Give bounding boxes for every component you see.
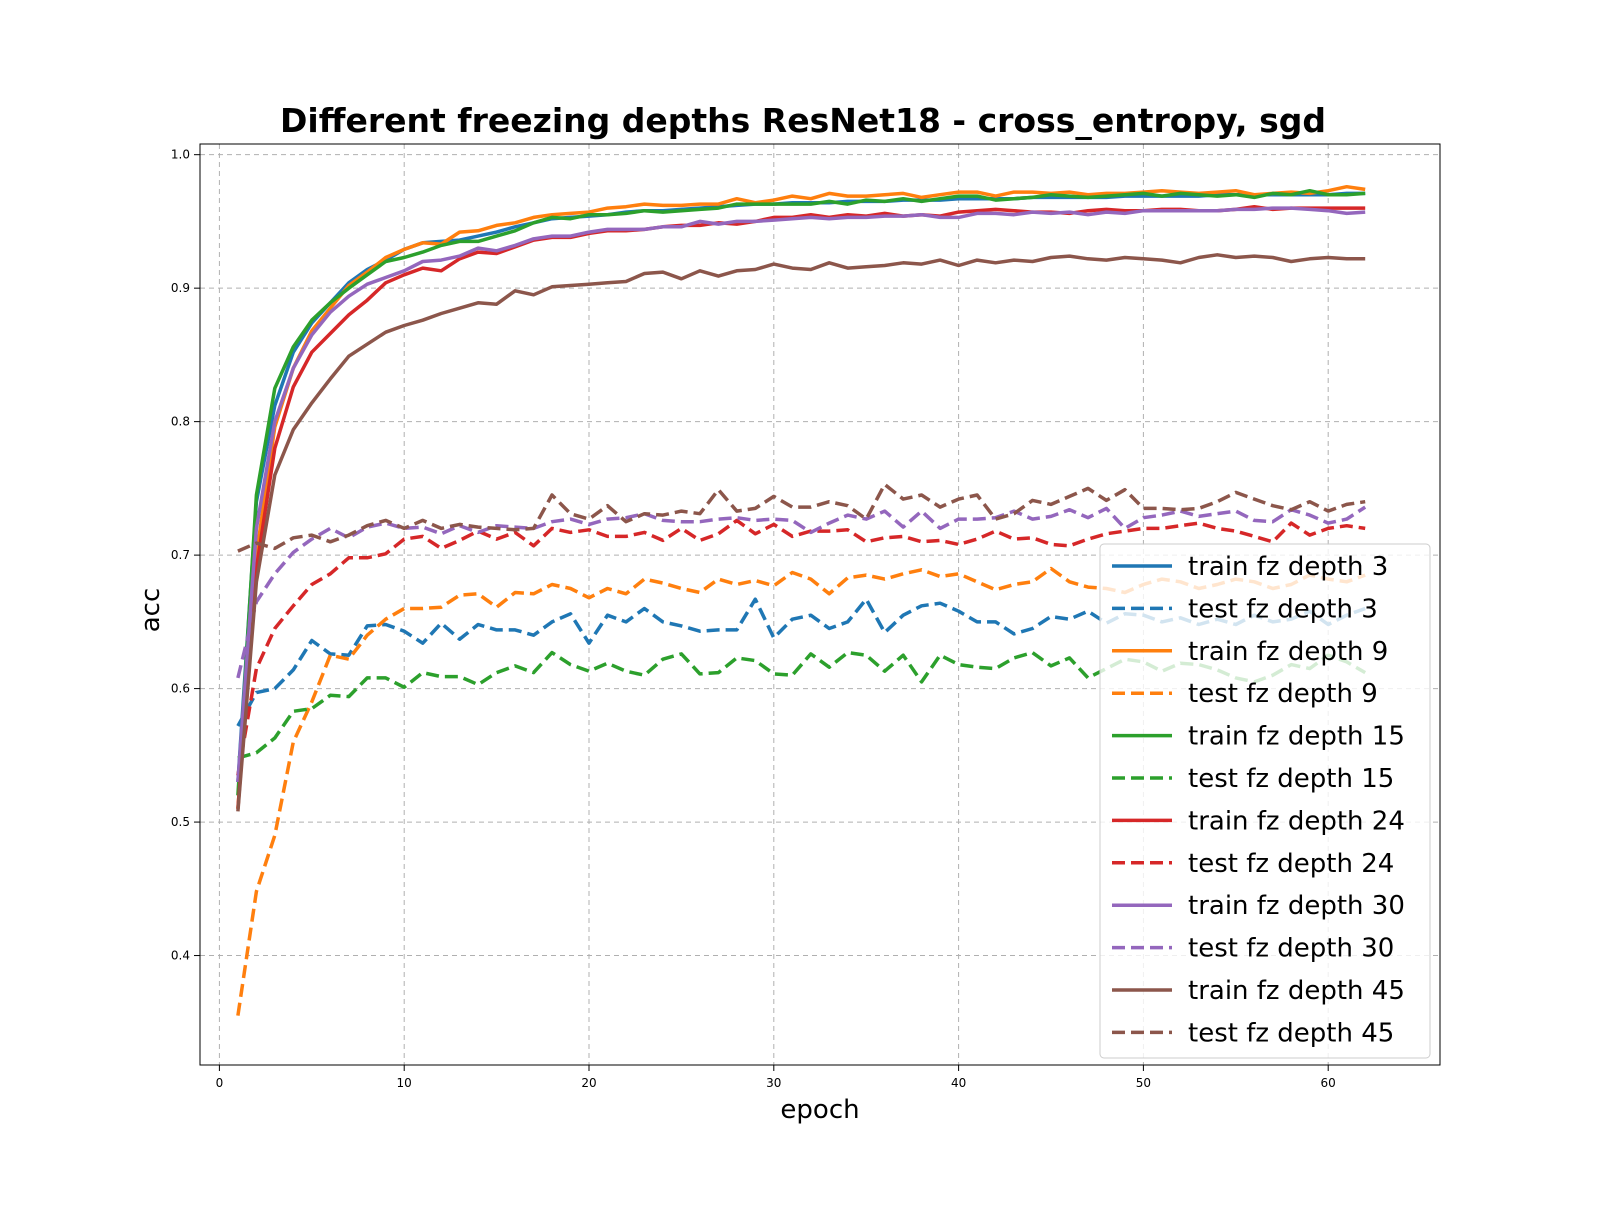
series-line-train-fz-depth-15: [236, 188, 1366, 796]
series-line-test-fz-depth-24: [236, 518, 1366, 776]
legend-label: train fz depth 45: [1188, 976, 1405, 1006]
y-tick-label: 0.6: [171, 682, 190, 696]
legend: train fz depth 3 test fz depth 3 train fz …: [1099, 543, 1431, 1059]
legend-label: train fz depth 15: [1188, 722, 1405, 752]
series-line-test-fz-depth-3: [236, 597, 1366, 727]
series-line-train-fz-depth-45: [236, 253, 1366, 812]
x-tick-label: 60: [1321, 1076, 1336, 1090]
series-line-test-fz-depth-15: [237, 650, 1367, 760]
x-tick-label: 50: [1136, 1076, 1151, 1090]
legend-label: train fz depth 9: [1188, 637, 1388, 667]
y-axis-label: acc: [136, 588, 166, 633]
chart-title: Different freezing depths ResNet18 - cro…: [280, 101, 1326, 140]
y-tick-label: 0.7: [171, 548, 190, 562]
x-tick-label: 30: [766, 1076, 781, 1090]
legend-label: train fz depth 30: [1188, 891, 1405, 921]
y-tick-label: 0.4: [171, 949, 190, 963]
legend-label: test fz depth 45: [1188, 1018, 1394, 1048]
plot-frame: [199, 143, 1441, 1066]
x-tick-label: 40: [951, 1076, 966, 1090]
y-tick-label: 0.5: [171, 815, 190, 829]
plot-lines: [236, 184, 1367, 1016]
series-line-test-fz-depth-45: [237, 482, 1366, 553]
ticks: 0 10 20 30 40 50 60 0.4 0.5 0.6 0.7 0.8 0.9 1.0: [171, 148, 1336, 1090]
y-tick-label: 0.8: [171, 415, 190, 429]
legend-label: train fz depth 24: [1188, 806, 1405, 836]
legend-label: test fz depth 15: [1188, 764, 1394, 794]
series-line-train-fz-depth-30: [236, 206, 1366, 783]
legend-label: test fz depth 9: [1188, 679, 1378, 709]
series-line-train-fz-depth-9: [236, 184, 1366, 809]
x-tick-label: 10: [397, 1076, 412, 1090]
legend-label: train fz depth 3: [1188, 552, 1388, 582]
x-axis-label: epoch: [780, 1095, 859, 1125]
legend-box: [1099, 543, 1431, 1059]
legend-label: test fz depth 3: [1188, 594, 1378, 624]
y-tick-label: 1.0: [171, 148, 190, 162]
legend-label: test fz depth 24: [1188, 849, 1394, 879]
x-tick-label: 20: [581, 1076, 596, 1090]
legend-label: test fz depth 30: [1188, 934, 1394, 964]
x-tick-label: 0: [216, 1076, 224, 1090]
y-tick-label: 0.9: [171, 281, 190, 295]
series-line-test-fz-depth-30: [236, 505, 1367, 679]
